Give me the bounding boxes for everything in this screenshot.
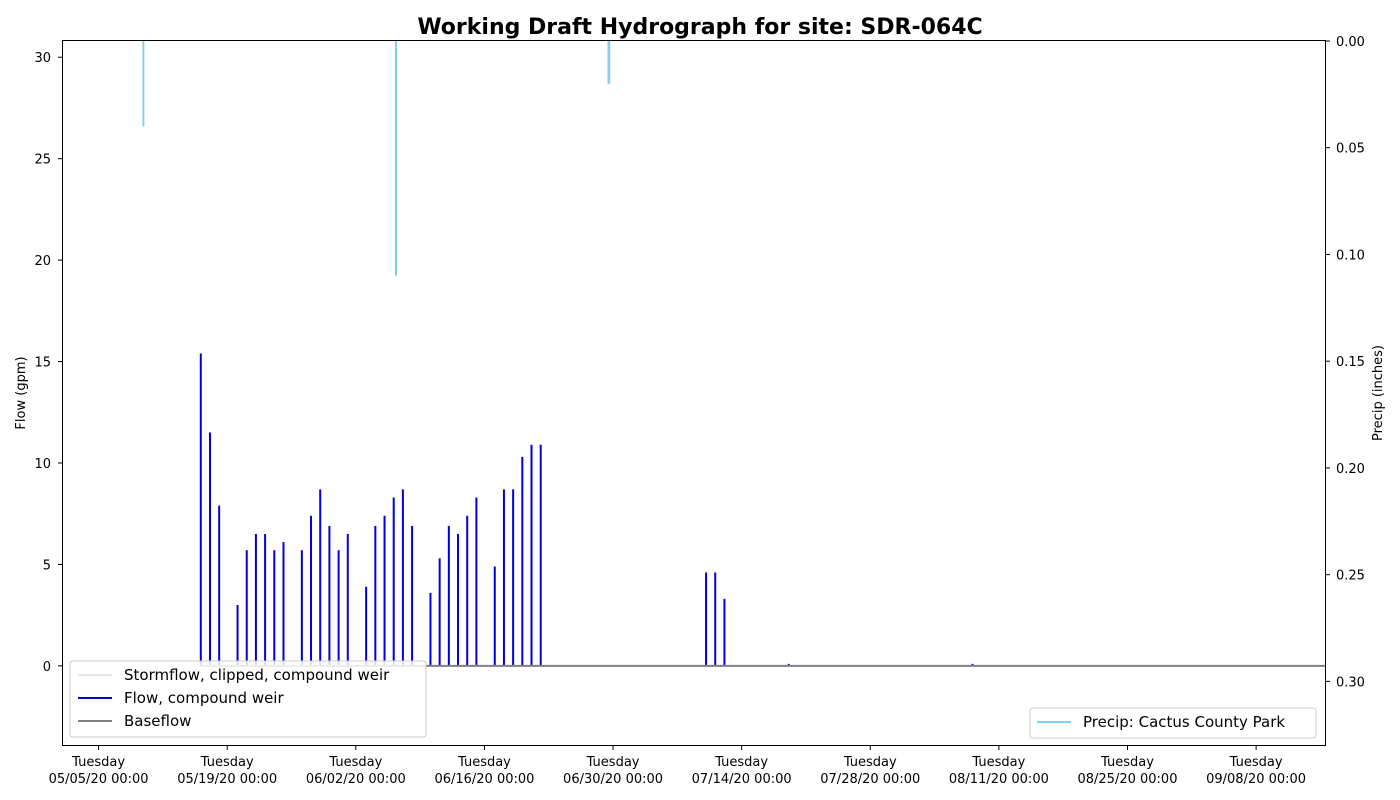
y-axis-right-label: Precip (inches)	[1371, 345, 1386, 441]
x-tick-label-day: Tuesday	[1229, 755, 1283, 770]
y-left-tick-label: 0	[43, 660, 51, 675]
y-right-tick-label: 0.20	[1336, 462, 1365, 477]
x-tick-label-date: 08/25/20 00:00	[1077, 772, 1177, 787]
y-axis-right: 0.00 0.05 0.10 0.15 0.20 0.25 0.30	[1325, 35, 1365, 690]
x-tick-label-date: 06/02/20 00:00	[306, 772, 406, 787]
x-tick-label-day: Tuesday	[71, 755, 125, 770]
y-right-tick-label: 0.10	[1336, 248, 1365, 263]
y-left-tick-label: 20	[34, 254, 51, 269]
legend-right: Precip: Cactus County Park	[1029, 707, 1317, 739]
y-left-tick-label: 10	[34, 457, 51, 472]
x-tick-label-day: Tuesday	[843, 755, 897, 770]
y-axis-left: 0 5 10 15 20 25 30	[34, 51, 63, 675]
y-right-tick-label: 0.25	[1336, 569, 1365, 584]
y-right-tick-label: 0.05	[1336, 142, 1365, 157]
x-tick-label-day: Tuesday	[457, 755, 511, 770]
y-left-tick-label: 15	[34, 356, 51, 371]
x-tick-label-day: Tuesday	[714, 755, 768, 770]
y-axis-left-label: Flow (gpm)	[14, 356, 29, 429]
legend-left-box	[69, 660, 427, 738]
chart-title: Working Draft Hydrograph for site: SDR-0…	[417, 15, 982, 40]
y-left-tick-label: 25	[34, 153, 51, 168]
x-axis: Tuesday 05/05/20 00:00 Tuesday 05/19/20 00:…	[49, 745, 1306, 787]
legend-label-baseflow: Baseflow	[124, 712, 191, 730]
x-tick-label-date: 06/16/20 00:00	[434, 772, 534, 787]
y-right-tick-label: 0.30	[1336, 675, 1365, 690]
x-tick-label-date: 07/14/20 00:00	[692, 772, 792, 787]
x-tick-label-day: Tuesday	[586, 755, 640, 770]
precip-series	[142, 41, 611, 276]
flow-series	[199, 353, 974, 666]
x-tick-label-day: Tuesday	[328, 755, 382, 770]
legend-left: Stormflow, clipped, compound weir Flow, …	[69, 660, 427, 738]
x-tick-label-date: 08/11/20 00:00	[949, 772, 1049, 787]
legend-label-flow: Flow, compound weir	[124, 689, 284, 707]
y-left-tick-label: 5	[43, 558, 51, 573]
x-tick-label-date: 06/30/20 00:00	[563, 772, 663, 787]
legend-label-precip: Precip: Cactus County Park	[1083, 713, 1285, 731]
x-tick-label-date: 05/05/20 00:00	[49, 772, 149, 787]
x-tick-label-day: Tuesday	[1100, 755, 1154, 770]
x-tick-label-date: 09/08/20 00:00	[1206, 772, 1306, 787]
x-tick-label-date: 05/19/20 00:00	[177, 772, 277, 787]
y-left-tick-label: 30	[34, 51, 51, 66]
x-tick-label-date: 07/28/20 00:00	[820, 772, 920, 787]
plot-frame	[62, 40, 1326, 746]
x-tick-label-day: Tuesday	[971, 755, 1025, 770]
y-right-tick-label: 0.15	[1336, 355, 1365, 370]
legend-right-box	[1029, 707, 1317, 739]
x-tick-label-day: Tuesday	[200, 755, 254, 770]
legend-label-stormflow: Stormflow, clipped, compound weir	[124, 666, 390, 684]
y-right-tick-label: 0.00	[1336, 35, 1365, 50]
